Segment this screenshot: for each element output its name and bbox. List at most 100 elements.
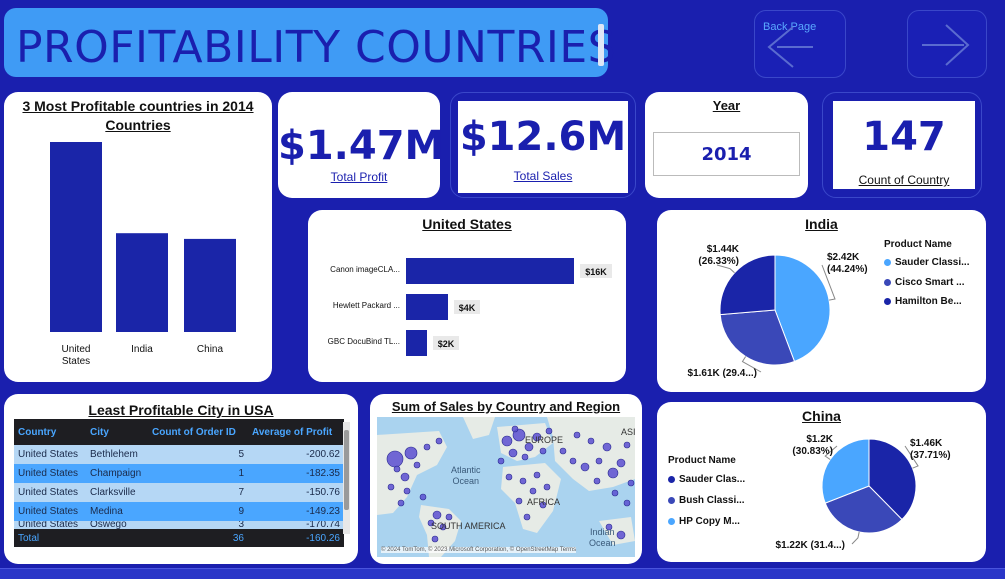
table-row[interactable]: United States Bethlehem 5 -200.62	[14, 445, 344, 464]
col-header-avg-profit[interactable]: Average of Profit	[248, 419, 344, 445]
pie-slice-1[interactable]	[824, 485, 903, 534]
table-row[interactable]: United States Champaign 1 -182.35	[14, 464, 344, 483]
map-bubble[interactable]	[611, 489, 619, 497]
map-bubble[interactable]	[427, 519, 435, 527]
map-bubble[interactable]	[595, 457, 603, 465]
map-bubble[interactable]	[505, 473, 513, 481]
china-legend-item[interactable]: HP Copy M...	[668, 516, 740, 527]
map-bubble[interactable]	[432, 510, 442, 520]
x-tick-label: India	[131, 344, 153, 355]
china-legend-item[interactable]: Bush Classi...	[668, 495, 745, 506]
map-bubble[interactable]	[519, 477, 527, 485]
map-bubble[interactable]	[400, 472, 410, 482]
map-bubble[interactable]	[393, 465, 401, 473]
bar-1[interactable]	[406, 294, 448, 320]
pie-slice-0[interactable]	[774, 254, 831, 363]
title-scrollbar[interactable]	[598, 24, 604, 66]
map-bubble[interactable]	[524, 442, 534, 452]
year-slicer-card: Year 2014	[645, 92, 808, 198]
map-bubble[interactable]	[439, 523, 447, 531]
map-bubble[interactable]	[431, 535, 439, 543]
map-bubble[interactable]	[501, 435, 513, 447]
table-row[interactable]: United States Oswego 3 -170.74	[14, 521, 344, 529]
map-bubble[interactable]	[515, 497, 523, 505]
map-bubble[interactable]	[497, 457, 505, 465]
cell-avg-profit: -150.76	[248, 483, 344, 502]
bar-0[interactable]	[50, 142, 102, 332]
map-bubble[interactable]	[445, 513, 453, 521]
map-bubble[interactable]	[423, 443, 431, 451]
bar-1[interactable]	[116, 233, 168, 332]
map-bubble[interactable]	[580, 462, 590, 472]
map-bubble[interactable]	[539, 447, 547, 455]
world-map-canvas[interactable]	[377, 417, 635, 557]
col-header-city[interactable]: City	[86, 419, 148, 445]
map-bubble[interactable]	[593, 477, 601, 485]
data-label: $1.44K (26.33%)	[698, 244, 739, 267]
year-dropdown[interactable]: 2014	[653, 132, 800, 176]
map-bubble[interactable]	[569, 457, 577, 465]
table-row[interactable]: United States Clarksville 7 -150.76	[14, 483, 344, 502]
data-label: $1.22K (31.4...)	[776, 540, 845, 551]
china-legend-item[interactable]: Sauder Clas...	[668, 474, 745, 485]
map-label-south-america: SOUTH AMERICA	[431, 521, 506, 531]
map-bubble[interactable]	[511, 425, 519, 433]
map-bubble[interactable]	[587, 437, 595, 445]
sales-map-title: Sum of Sales by Country and Region	[391, 399, 621, 414]
map-bubble[interactable]	[397, 499, 405, 507]
data-label-bg	[454, 300, 480, 314]
table-row[interactable]: United States Medina 9 -149.23	[14, 502, 344, 521]
india-legend-item[interactable]: Sauder Classi...	[884, 257, 969, 268]
map-bubble[interactable]	[539, 501, 547, 509]
india-legend-item[interactable]: Hamilton Be...	[884, 296, 962, 307]
next-page-button[interactable]	[907, 10, 987, 78]
bar-2[interactable]	[406, 330, 427, 356]
map-bubble[interactable]	[532, 432, 542, 442]
map-bubble[interactable]	[521, 453, 529, 461]
col-header-count-order[interactable]: Count of Order ID	[148, 419, 248, 445]
map-bubble[interactable]	[602, 442, 612, 452]
india-legend-item[interactable]: Cisco Smart ...	[884, 277, 964, 288]
map-bubble[interactable]	[386, 450, 404, 468]
bar-0[interactable]	[406, 258, 574, 284]
cell-city: Oswego	[86, 521, 148, 529]
map-bubble[interactable]	[403, 487, 411, 495]
col-header-country[interactable]: Country	[14, 419, 86, 445]
map-bubble[interactable]	[508, 448, 518, 458]
cell-count: 3	[148, 521, 248, 529]
map-bubble[interactable]	[523, 513, 531, 521]
pie-slice-2[interactable]	[719, 254, 776, 316]
count-country-value: 147	[862, 114, 946, 160]
cell-count: 1	[148, 464, 248, 483]
table-scrollbar[interactable]	[343, 422, 350, 534]
map-bubble[interactable]	[533, 471, 541, 479]
data-label: $16K	[585, 267, 607, 277]
map-bubble[interactable]	[605, 523, 613, 531]
cell-country: United States	[14, 521, 86, 529]
map-bubble[interactable]	[545, 427, 553, 435]
map-bubble[interactable]	[413, 461, 421, 469]
map-bubble[interactable]	[404, 446, 418, 460]
map-bubble[interactable]	[387, 483, 395, 491]
table-scrollbar-thumb[interactable]	[344, 430, 349, 510]
map-bubble[interactable]	[627, 479, 635, 487]
map-bubble[interactable]	[573, 431, 581, 439]
x-tick-label: China	[197, 344, 224, 355]
back-page-button[interactable]: Back Page	[754, 10, 846, 78]
map-bubble[interactable]	[623, 441, 631, 449]
india-legend-label: Hamilton Be...	[895, 296, 962, 307]
map-bubble[interactable]	[559, 447, 567, 455]
pie-slice-1[interactable]	[719, 309, 796, 366]
map-bubble[interactable]	[543, 483, 551, 491]
map-bubble[interactable]	[623, 499, 631, 507]
map-bubble[interactable]	[529, 487, 537, 495]
map-bubble[interactable]	[435, 437, 443, 445]
pie-slice-2[interactable]	[821, 438, 870, 504]
map-bubble[interactable]	[419, 493, 427, 501]
leader-line	[716, 264, 735, 274]
map-bubble[interactable]	[616, 530, 626, 540]
map-bubble[interactable]	[616, 458, 626, 468]
map-bubble[interactable]	[607, 467, 619, 479]
bar-2[interactable]	[184, 238, 236, 332]
